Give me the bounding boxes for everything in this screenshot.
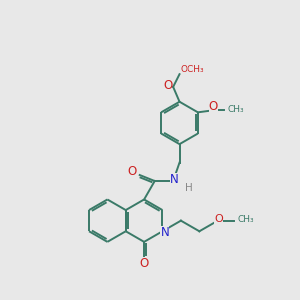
- Text: O: O: [140, 256, 149, 270]
- Text: O: O: [214, 214, 223, 224]
- Text: O: O: [163, 79, 172, 92]
- Text: O: O: [208, 100, 218, 113]
- Text: OCH₃: OCH₃: [181, 65, 205, 74]
- Text: N: N: [160, 226, 169, 239]
- Text: N: N: [170, 173, 178, 186]
- Text: CH₃: CH₃: [227, 104, 244, 113]
- Text: O: O: [128, 165, 137, 178]
- Text: CH₃: CH₃: [238, 215, 254, 224]
- Text: H: H: [184, 182, 192, 193]
